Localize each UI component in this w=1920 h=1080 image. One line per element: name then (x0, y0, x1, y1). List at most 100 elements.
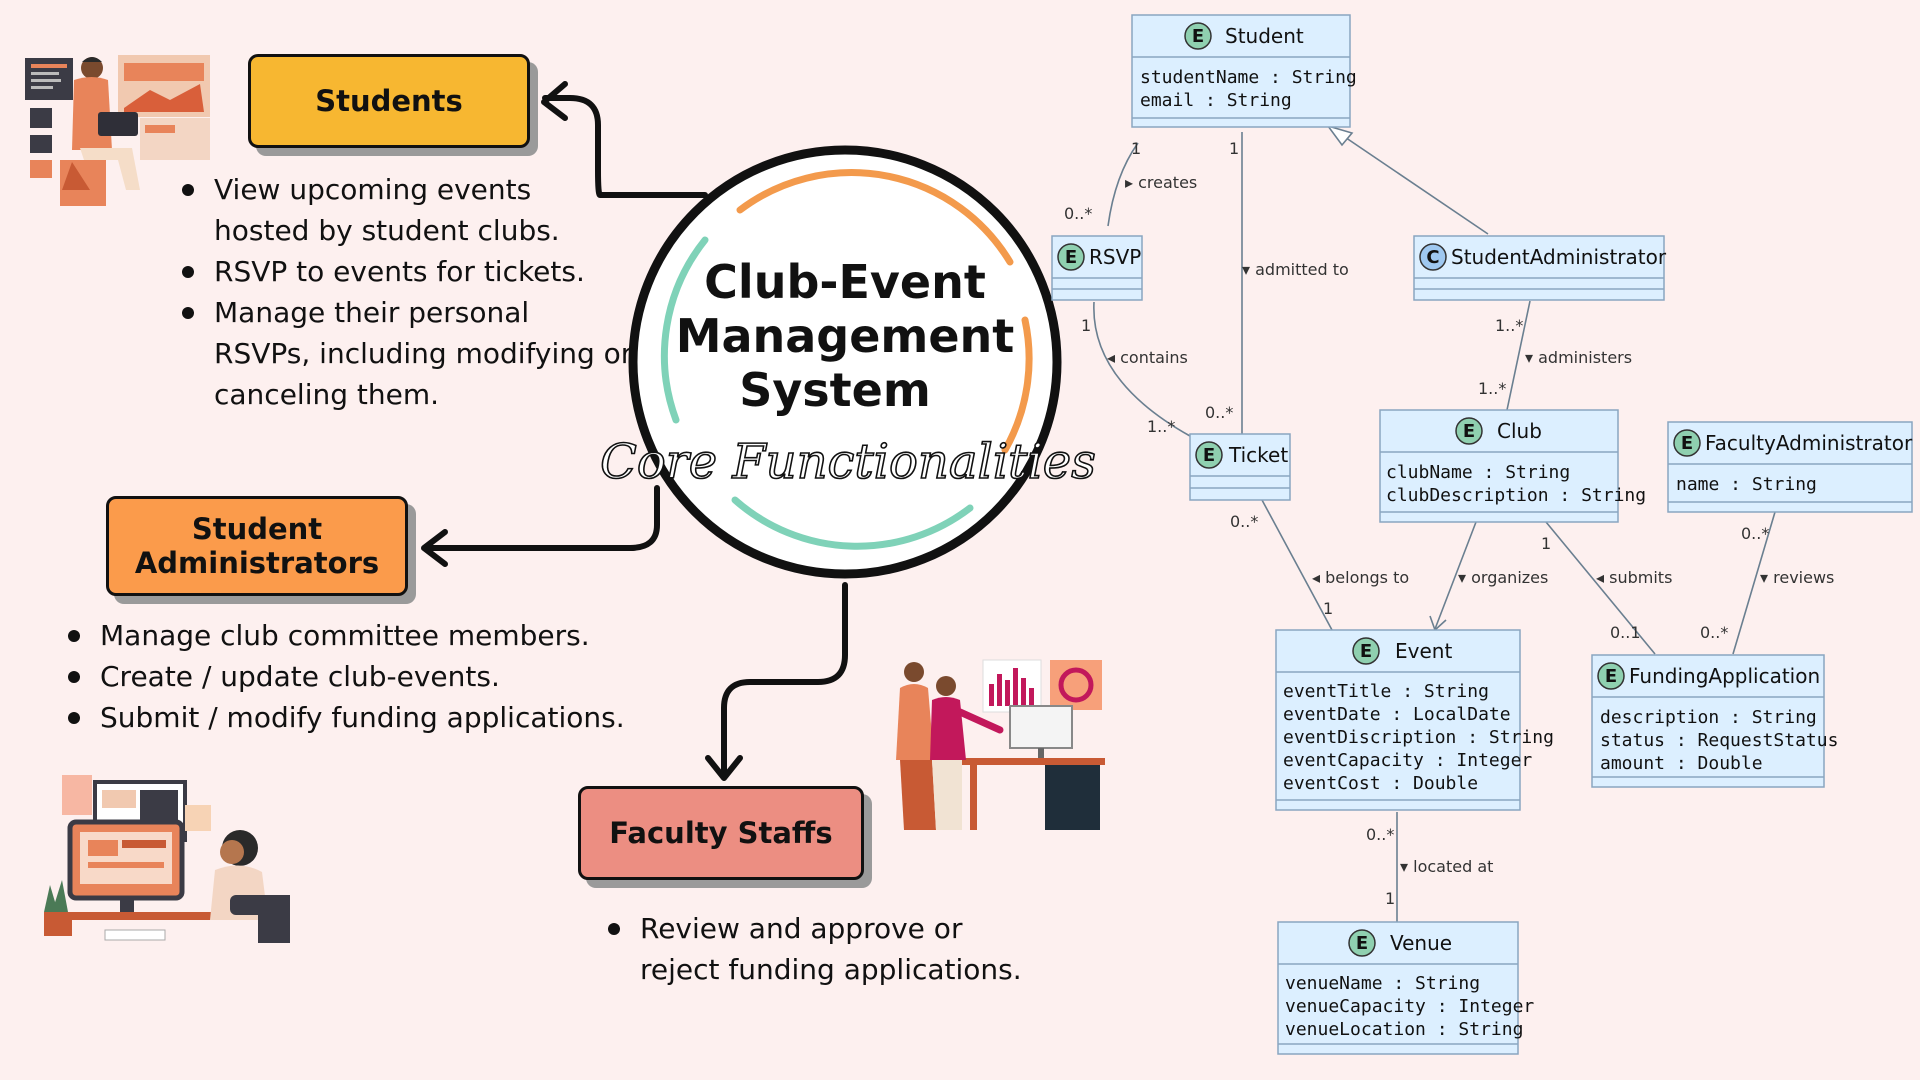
arrowhead-student-admins (421, 529, 448, 567)
funding-app-attr: status : RequestStatus (1600, 730, 1838, 751)
mult-contains-1: 1 (1081, 316, 1091, 335)
students-bullet: View upcoming events hosted by student cl… (180, 169, 632, 251)
mult-reviews-2: 0..* (1700, 623, 1728, 642)
assoc-label-organizes: ▾ organizes (1458, 568, 1548, 587)
entity-badge-icon (1057, 243, 1085, 271)
uml-class-event: E Event eventTitle : String eventDate : … (1275, 629, 1554, 811)
assoc-label-creates: ▸ creates (1125, 173, 1197, 192)
mult-contains-2: 1..* (1147, 417, 1175, 436)
mult-creates-1: 1 (1131, 139, 1141, 158)
person-working-on-laptop-illustration (25, 55, 210, 206)
mult-creates-2: 0..* (1064, 204, 1092, 223)
mult-submits-2: 0..1 (1610, 623, 1641, 642)
ticket-class-name: Ticket (1228, 443, 1288, 467)
faculty-bullet-list: Review and approve or reject funding appl… (606, 908, 1022, 990)
student-admins-bullet: Submit / modify funding applications. (66, 697, 625, 738)
venue-attr: venueName : String (1285, 973, 1480, 994)
assoc-line-creates (1107, 142, 1139, 227)
event-attr: eventDiscription : String (1283, 727, 1554, 748)
funding-app-stereotype: E (1605, 666, 1617, 687)
assoc-label-reviews: ▾ reviews (1760, 568, 1834, 587)
hub-title-line-2: Management (676, 309, 1015, 363)
club-attr: clubDescription : String (1386, 485, 1646, 506)
rsvp-class-name: RSVP (1089, 245, 1141, 269)
mult-administers-2: 1..* (1478, 379, 1506, 398)
mult-admitted-2: 0..* (1205, 403, 1233, 422)
student-admin-stereotype: C (1426, 247, 1439, 268)
student-admins-bullet: Create / update club-events. (66, 656, 625, 697)
generalization-arrowhead (1325, 124, 1354, 147)
students-bullet-list: View upcoming events hosted by student cl… (180, 169, 632, 415)
student-attr: email : String (1140, 90, 1292, 111)
assoc-label-administers: ▾ administers (1525, 348, 1632, 367)
uml-class-club: E Club clubName : String clubDescription… (1379, 409, 1646, 523)
assoc-label-belongs-to: ◂ belongs to (1312, 568, 1409, 587)
arrowhead-faculty (705, 755, 743, 781)
venue-attr: venueLocation : String (1285, 1019, 1523, 1040)
uml-class-student-administrator: C StudentAdministrator (1413, 235, 1667, 301)
two-people-presenting-dashboard-illustration (896, 659, 1105, 830)
uml-class-rsvp: E RSVP (1051, 235, 1143, 301)
entity-badge-icon (1184, 22, 1212, 50)
entity-badge-icon (1348, 929, 1376, 957)
ring-arc-teal-bottom (731, 496, 974, 550)
mult-located-2: 1 (1385, 889, 1395, 908)
rsvp-stereotype: E (1065, 247, 1077, 268)
venue-class-name: Venue (1390, 931, 1452, 955)
connector-students (542, 95, 708, 198)
connector-faculty (721, 582, 848, 778)
entity-badge-icon (1455, 417, 1483, 445)
assoc-label-submits: ◂ submits (1596, 568, 1672, 587)
student-admins-role-label: Administrators (134, 546, 380, 580)
entity-badge-icon (1597, 662, 1625, 690)
student-admins-bullet: Manage club committee members. (66, 615, 625, 656)
uml-class-faculty-administrator: E FacultyAdministrator name : String (1667, 421, 1913, 513)
ring-arc-orange-top (736, 169, 1014, 266)
uml-class-student: E Student studentName : String email : S… (1131, 14, 1357, 128)
hub-title-line-1: Club-Event (704, 255, 986, 309)
assoc-line-contains (1093, 301, 1191, 437)
ring-arc-orange-right (1001, 316, 1033, 454)
student-admins-role-label: Student (191, 512, 323, 546)
event-attr: eventCapacity : Integer (1283, 750, 1532, 771)
faculty-admin-class-name: FacultyAdministrator (1705, 431, 1913, 455)
funding-app-attr: amount : Double (1600, 753, 1763, 774)
uml-class-diagram: ▸ creates 1 0..* ▾ admitted to 1 0..* ◂ … (1051, 14, 1913, 1055)
assoc-line-submits (1545, 521, 1656, 655)
assoc-label-located-at: ▾ located at (1400, 857, 1493, 876)
faculty-bullet: Review and approve or reject funding appl… (606, 908, 1022, 990)
event-class-name: Event (1395, 639, 1452, 663)
mult-belongs-2: 1 (1323, 599, 1333, 618)
assoc-line-organizes (1434, 521, 1477, 630)
students-bullet: RSVP to events for tickets. (180, 251, 632, 292)
club-attr: clubName : String (1386, 462, 1570, 483)
funding-app-attr: description : String (1600, 707, 1817, 728)
venue-attr: venueCapacity : Integer (1285, 996, 1534, 1017)
mult-reviews-1: 0..* (1741, 524, 1769, 543)
student-admin-class-name: StudentAdministrator (1451, 245, 1667, 269)
event-attr: eventCost : Double (1283, 773, 1478, 794)
assoc-line-belongs-to (1261, 499, 1333, 631)
class-badge-icon (1419, 243, 1447, 271)
faculty-admin-stereotype: E (1681, 433, 1693, 454)
assoc-line-inheritance (1329, 126, 1489, 235)
faculty-admin-attr: name : String (1676, 474, 1817, 495)
student-admins-bullet-list: Manage club committee members. Create / … (66, 615, 625, 738)
woman-at-desktop-computer-illustration (44, 775, 290, 943)
student-stereotype: E (1192, 26, 1204, 47)
entity-badge-icon (1195, 441, 1223, 469)
event-attr: eventTitle : String (1283, 681, 1489, 702)
faculty-role-box: Faculty Staffs (578, 786, 864, 880)
event-stereotype: E (1360, 641, 1372, 662)
hub-subtitle: Core Functionalities (600, 434, 1096, 490)
faculty-role-label: Faculty Staffs (609, 816, 833, 850)
center-hub: Club-Event Management System Core Functi… (599, 145, 1097, 579)
ring-arc-teal-left (660, 236, 709, 424)
mult-belongs-1: 0..* (1230, 512, 1258, 531)
student-admins-role-box: Student Administrators (106, 496, 408, 596)
mult-submits-1: 1 (1541, 534, 1551, 553)
students-role-box: Students (248, 54, 530, 148)
assoc-line-reviews (1732, 511, 1776, 655)
mult-admitted-1: 1 (1229, 139, 1239, 158)
